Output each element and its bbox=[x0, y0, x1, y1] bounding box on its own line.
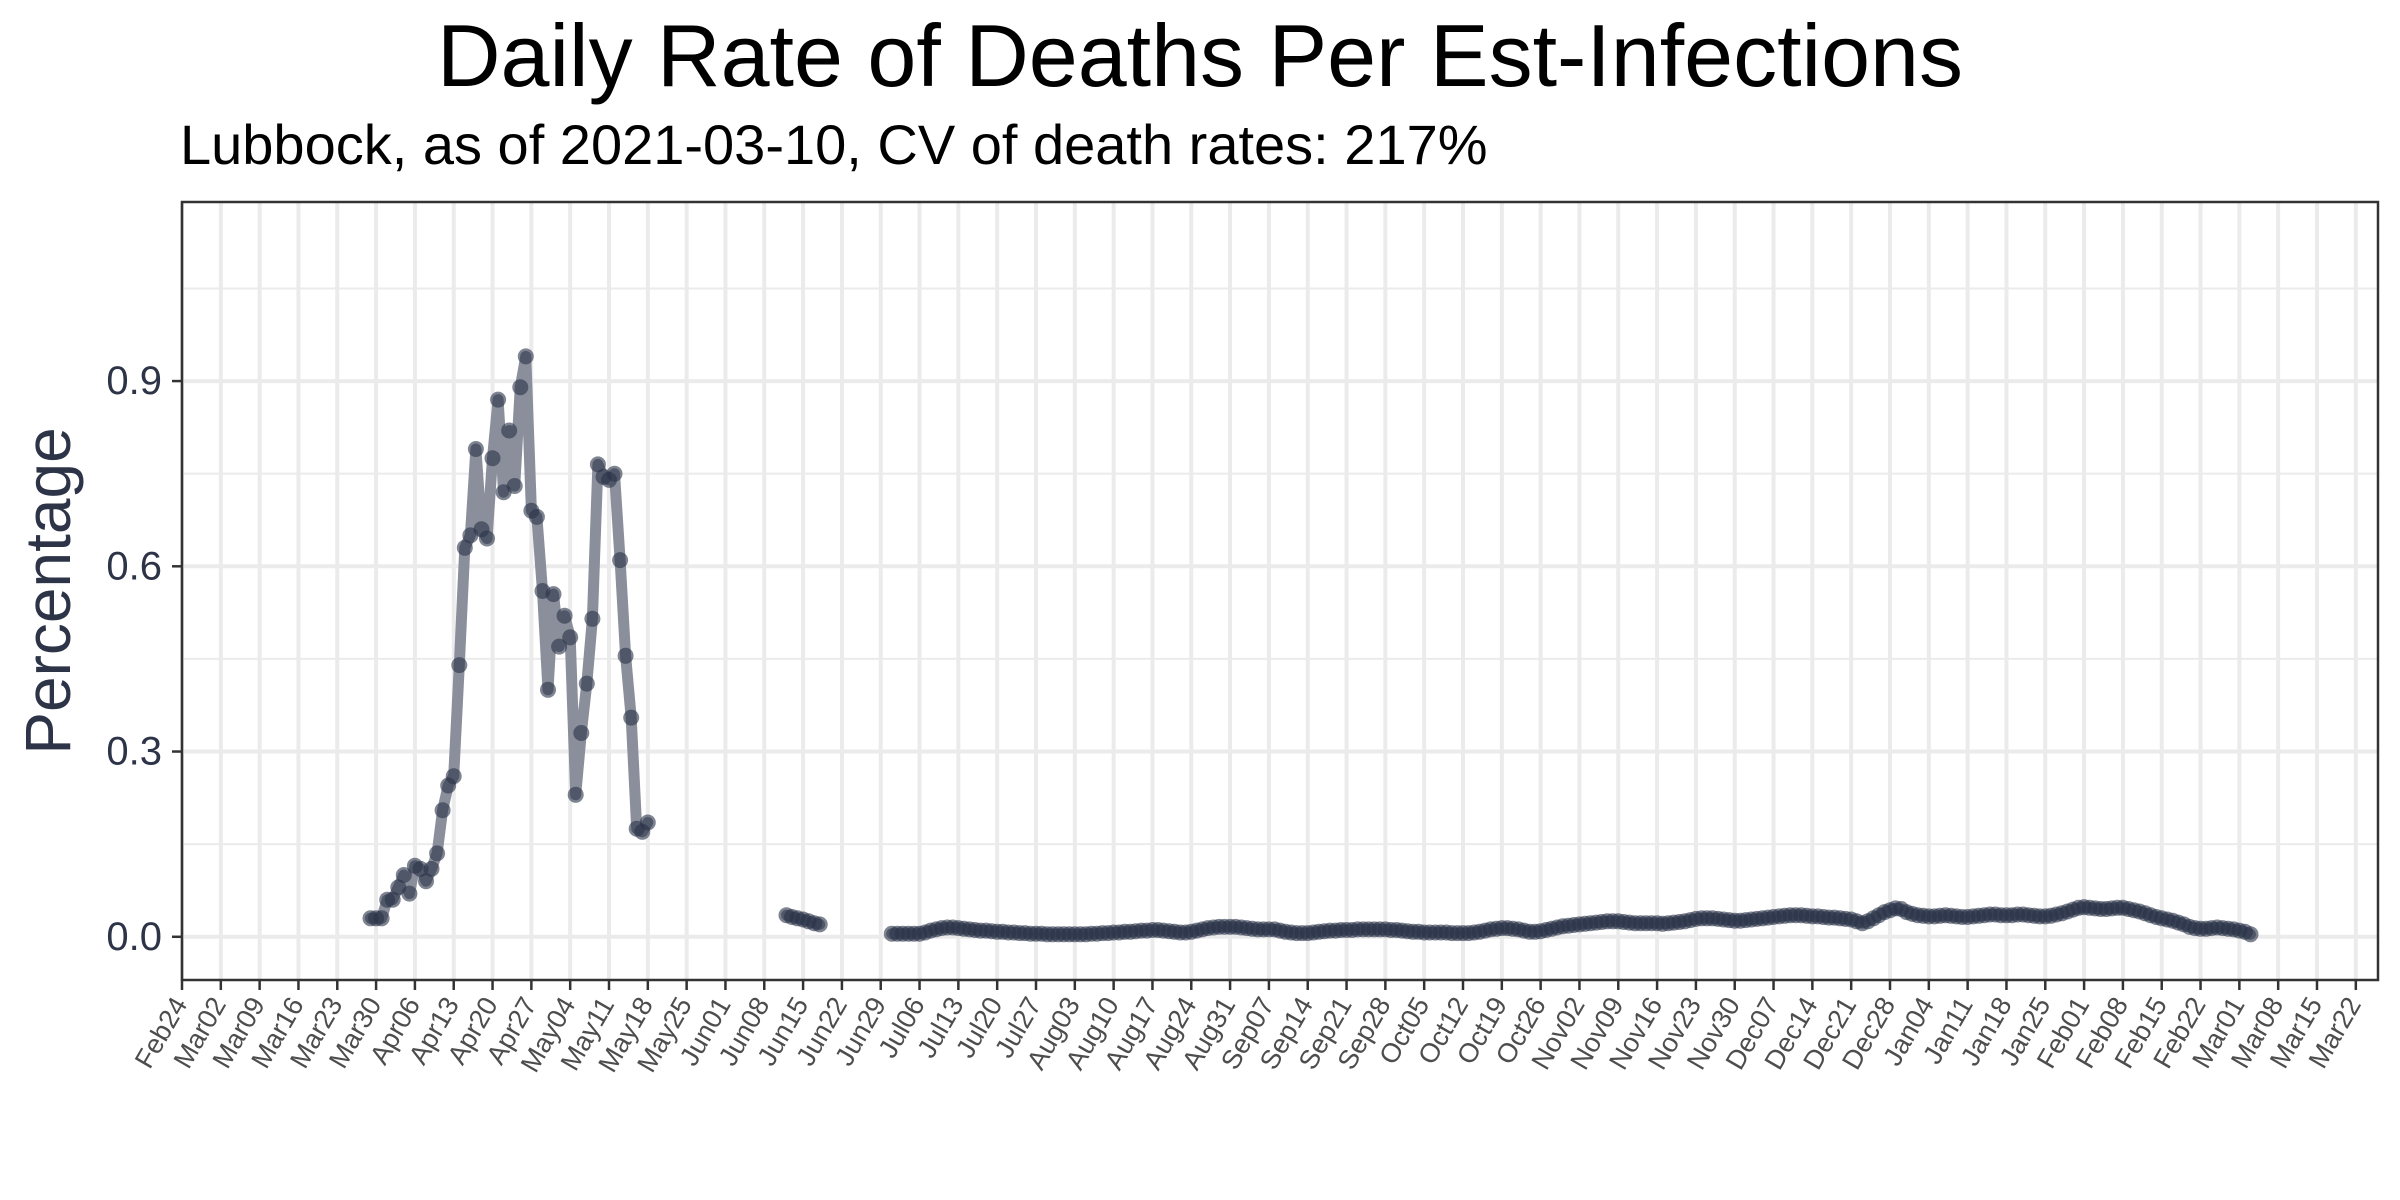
data-point bbox=[545, 586, 562, 603]
data-point bbox=[373, 910, 390, 927]
data-point bbox=[401, 885, 418, 902]
y-tick-label: 0.3 bbox=[106, 730, 162, 774]
series-group bbox=[362, 348, 2259, 943]
data-point bbox=[623, 709, 640, 726]
data-point bbox=[2242, 926, 2259, 943]
y-axis-title: Percentage bbox=[12, 427, 84, 754]
data-point bbox=[612, 552, 629, 569]
series-line bbox=[365, 350, 654, 924]
data-point bbox=[578, 675, 595, 692]
data-point bbox=[562, 629, 579, 646]
data-point bbox=[423, 860, 440, 877]
data-point bbox=[506, 478, 523, 494]
data-point bbox=[556, 607, 573, 624]
data-point bbox=[551, 638, 568, 655]
data-point bbox=[606, 465, 623, 482]
data-point bbox=[418, 873, 434, 890]
data-point bbox=[490, 391, 507, 408]
y-tick-label: 0.9 bbox=[106, 359, 162, 403]
data-point bbox=[445, 768, 462, 785]
y-tick-label: 0.6 bbox=[106, 544, 162, 588]
data-point bbox=[589, 456, 606, 473]
data-point bbox=[395, 867, 412, 883]
data-point bbox=[573, 725, 590, 741]
data-point bbox=[811, 916, 828, 933]
data-point bbox=[501, 422, 518, 439]
data-point bbox=[451, 657, 468, 674]
data-point bbox=[567, 786, 584, 803]
data-point bbox=[467, 441, 484, 457]
data-point bbox=[456, 539, 473, 556]
data-point bbox=[434, 802, 451, 819]
data-point bbox=[528, 508, 545, 525]
data-point bbox=[639, 814, 656, 831]
data-point bbox=[512, 379, 529, 396]
x-axis: Feb24Mar02Mar09Mar16Mar23Mar30Apr06Apr13… bbox=[129, 980, 2367, 1077]
data-point bbox=[617, 647, 634, 664]
data-point bbox=[540, 681, 556, 698]
data-point bbox=[584, 610, 601, 627]
data-point bbox=[384, 891, 401, 908]
y-axis: 0.0 0.3 0.6 0.9 bbox=[106, 359, 182, 959]
data-point bbox=[429, 845, 446, 862]
chart-subtitle: Lubbock, as of 2021-03-10, CV of death r… bbox=[180, 113, 1488, 176]
data-point bbox=[517, 348, 534, 365]
y-tick-label: 0.0 bbox=[106, 915, 162, 959]
data-point bbox=[412, 860, 429, 877]
data-point bbox=[484, 450, 501, 467]
panel-border bbox=[180, 200, 2380, 982]
chart-title: Daily Rate of Deaths Per Est-Infections bbox=[437, 6, 1963, 105]
data-point bbox=[479, 530, 495, 547]
grid-lines bbox=[180, 202, 2378, 980]
